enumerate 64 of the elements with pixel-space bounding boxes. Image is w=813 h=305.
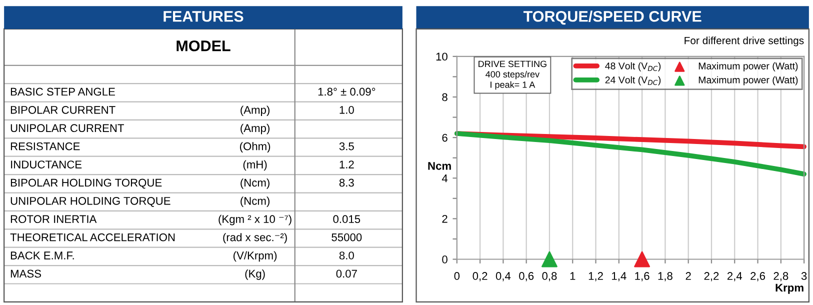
x-tick-label: 1,2	[588, 272, 603, 282]
x-tick-label: 2,2	[704, 272, 719, 282]
text: 0.07	[336, 270, 357, 278]
text: 1.0	[340, 106, 354, 114]
text: 0.015	[333, 215, 360, 224]
legend-label: 48 Volt (V$_{DC}$)	[605, 62, 661, 72]
text: (mH)	[243, 160, 267, 171]
legend-label: Maximum power (Watt)	[698, 76, 798, 86]
legend-label: Maximum power (Watt)	[698, 62, 798, 72]
x-tick-label: 0,8	[542, 272, 557, 282]
x-tick-label: 1,4	[612, 272, 626, 282]
x-tick-label: 2,6	[750, 272, 766, 282]
x-tick-label: 1	[570, 272, 576, 280]
text: 1.2	[340, 160, 354, 168]
y-tick-label: 10	[436, 52, 448, 61]
text: 55000	[332, 233, 362, 242]
text: (Ncm)	[240, 196, 270, 208]
category-label: ROTOR INERTIA	[10, 215, 97, 224]
category-label: UNIPOLAR CURRENT	[10, 124, 124, 132]
y-tick-label: 2	[442, 214, 448, 223]
text: (Ncm)	[240, 178, 270, 189]
text: (Ohm)	[240, 142, 270, 152]
y-tick-label: 8	[442, 93, 448, 102]
category-label: RESISTANCE	[10, 142, 80, 150]
category-label: INDUCTANCE	[11, 160, 82, 168]
text: 8.3	[339, 178, 354, 187]
text: (Amp)	[240, 124, 270, 134]
x-tick-label: 0,6	[519, 272, 534, 282]
text: For different drive settings	[684, 36, 804, 46]
legend-label: 24 Volt (V$_{DC}$)	[605, 76, 661, 86]
x-tick-label: 0	[454, 272, 460, 280]
category-label: MODEL	[176, 40, 230, 52]
text: 1.8° ± 0.09°	[318, 88, 376, 96]
y-tick-label: 6	[442, 134, 448, 142]
x-tick-label: 2,8	[774, 272, 788, 282]
x-tick-label: 2	[686, 272, 691, 280]
chart-title: TORQUE/SPEED CURVE	[523, 10, 702, 25]
category-label: BACK E.M.F.	[10, 252, 74, 260]
text: (rad x sec.⁻²)	[223, 233, 287, 244]
x-tick-label: 3	[801, 272, 807, 280]
text: 3.5	[339, 142, 354, 150]
x-tick-label: 1,8	[658, 272, 672, 282]
x-tick-label: 2,4	[727, 272, 742, 282]
category-label: BIPOLAR CURRENT	[10, 106, 116, 114]
text: 8.0	[339, 252, 354, 260]
text: (Amp)	[240, 106, 270, 116]
x-axis-title: Krpm	[776, 284, 804, 294]
line-series	[454, 131, 806, 176]
category-label: MASS	[10, 270, 42, 278]
category-label: BASIC STEP ANGLE	[10, 88, 115, 96]
text: (Kg)	[245, 269, 265, 280]
category-label: UNIPOLAR HOLDING TORQUE	[10, 196, 170, 207]
text: FEATURES	[164, 10, 244, 22]
x-tick-label: 1,6	[635, 272, 650, 282]
y-tick-label: 0	[442, 256, 448, 264]
y-axis-title: Ncm	[428, 162, 451, 170]
text: (Kgm ² x 10 ⁻⁷)	[218, 214, 292, 226]
category-label: THEORETICAL ACCELERATION	[10, 233, 175, 242]
x-tick-label: 0,2	[472, 272, 488, 282]
category-label: BIPOLAR HOLDING TORQUE	[10, 178, 162, 189]
x-tick-label: 0,4	[496, 272, 511, 282]
annotation: DRIVE SETTING 400 steps/rev I peak= 1 A	[478, 60, 546, 90]
y-tick-label: 4	[442, 174, 448, 182]
text: (V/Krpm)	[234, 251, 277, 262]
